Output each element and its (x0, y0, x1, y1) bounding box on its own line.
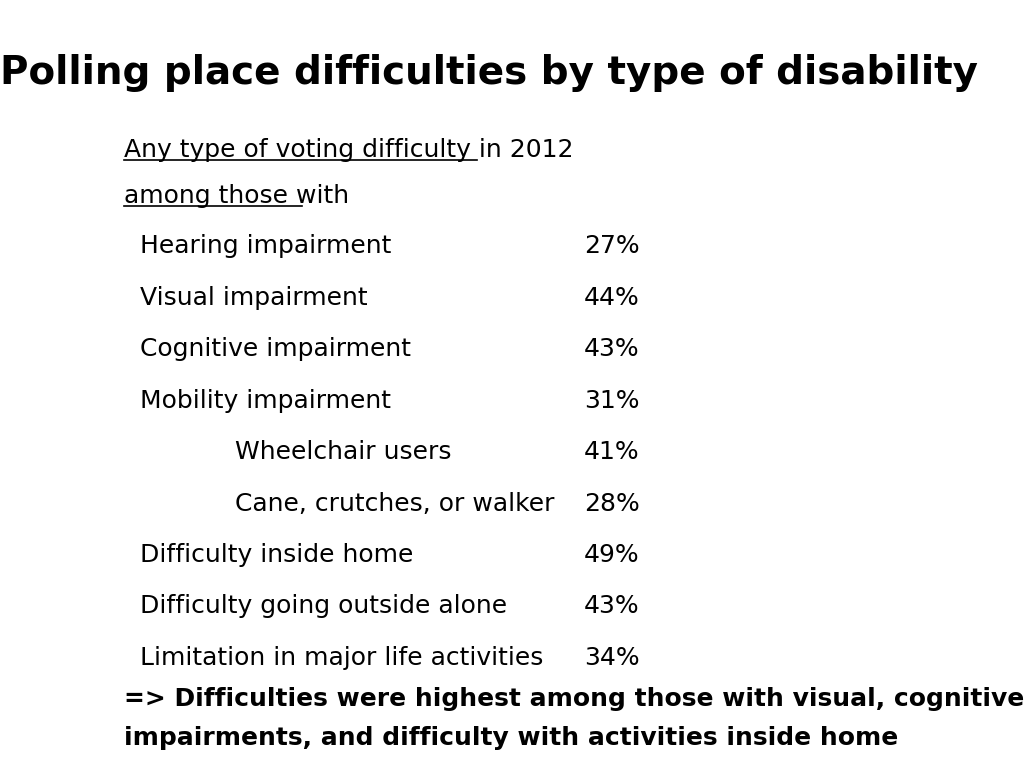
Text: 44%: 44% (584, 286, 640, 310)
Text: 49%: 49% (584, 543, 640, 567)
Text: impairments, and difficulty with activities inside home: impairments, and difficulty with activit… (124, 726, 898, 750)
Text: 41%: 41% (584, 440, 640, 464)
Text: Visual impairment: Visual impairment (140, 286, 368, 310)
Text: 28%: 28% (584, 492, 640, 515)
Text: 27%: 27% (584, 234, 640, 258)
Text: Any type of voting difficulty in 2012: Any type of voting difficulty in 2012 (124, 138, 573, 162)
Text: 34%: 34% (584, 646, 640, 670)
Text: 43%: 43% (584, 594, 640, 618)
Text: Limitation in major life activities: Limitation in major life activities (140, 646, 543, 670)
Text: Difficulty going outside alone: Difficulty going outside alone (140, 594, 507, 618)
Text: 43%: 43% (584, 337, 640, 361)
Text: => Difficulties were highest among those with visual, cognitive: => Difficulties were highest among those… (124, 687, 1024, 711)
Text: Mobility impairment: Mobility impairment (140, 389, 391, 412)
Text: among those with: among those with (124, 184, 349, 208)
Text: Difficulty inside home: Difficulty inside home (140, 543, 413, 567)
Text: Cognitive impairment: Cognitive impairment (140, 337, 411, 361)
Text: Cane, crutches, or walker: Cane, crutches, or walker (236, 492, 555, 515)
Text: Hearing impairment: Hearing impairment (140, 234, 391, 258)
Text: Wheelchair users: Wheelchair users (236, 440, 452, 464)
Text: Polling place difficulties by type of disability: Polling place difficulties by type of di… (0, 54, 978, 91)
Text: 31%: 31% (584, 389, 640, 412)
